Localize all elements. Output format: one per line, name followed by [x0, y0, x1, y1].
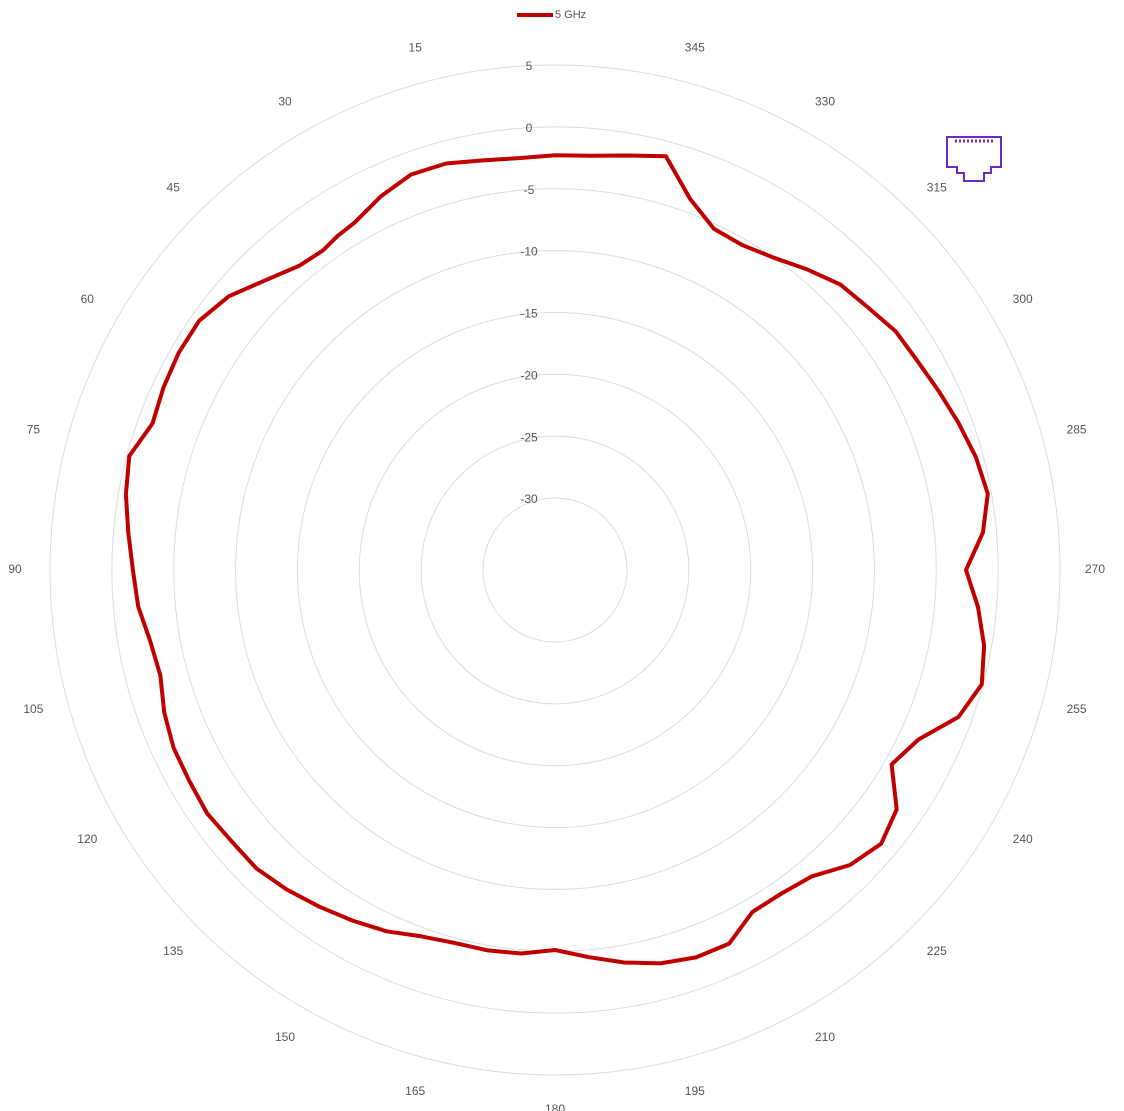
- angle-tick-label: 60: [81, 292, 95, 306]
- angle-tick-label: 225: [927, 944, 947, 958]
- radial-tick-label: -20: [520, 368, 538, 382]
- series-line-5ghz: [123, 153, 990, 966]
- grid-ring: [358, 373, 752, 767]
- angle-tick-label: 75: [27, 422, 41, 436]
- angle-tick-label: 255: [1067, 702, 1087, 716]
- angle-tick-label: 135: [163, 944, 183, 958]
- grid-ring: [49, 64, 1061, 1076]
- grid-ring: [296, 311, 814, 829]
- radial-tick-labels: -30 -25 -20 -15 -10 -5 0 5: [520, 59, 538, 506]
- radial-tick-label: -10: [520, 245, 538, 259]
- angle-tick-label: 90: [8, 562, 22, 576]
- angle-tick-label: 300: [1013, 292, 1033, 306]
- angle-tick-label: 105: [23, 702, 43, 716]
- ethernet-port-icon: [946, 136, 1002, 182]
- grid-ring: [420, 435, 690, 705]
- angle-tick-label: 330: [815, 94, 835, 108]
- angle-tick-label: 45: [167, 180, 181, 194]
- radial-tick-label: -30: [520, 492, 538, 506]
- grid-ring: [111, 126, 999, 1014]
- angle-tick-label: 270: [1085, 562, 1105, 576]
- angle-tick-label: 15: [409, 41, 423, 55]
- ethernet-port-outline: [946, 136, 1002, 182]
- angle-tick-label: 180: [545, 1102, 565, 1111]
- angle-tick-label: 345: [685, 41, 705, 55]
- angle-tick-label: 315: [927, 180, 947, 194]
- radial-tick-label: 0: [526, 121, 533, 135]
- radial-grid: [49, 64, 1061, 1076]
- angle-tick-label: 120: [77, 832, 97, 846]
- series-layer: [123, 153, 990, 966]
- angle-tick-labels: 15 30 45 60 75 90 105 120 135 150 165 180 195 210 225 2…: [8, 41, 1105, 1111]
- angle-tick-label: 30: [278, 94, 292, 108]
- grid-ring: [482, 497, 628, 643]
- angle-tick-label: 285: [1067, 422, 1087, 436]
- radial-tick-label: -5: [524, 183, 535, 197]
- angle-tick-label: 165: [405, 1084, 425, 1098]
- grid-ring: [235, 250, 875, 890]
- legend: 5 GHz: [517, 9, 586, 21]
- radial-tick-label: -15: [520, 307, 538, 321]
- angle-tick-label: 210: [815, 1030, 835, 1044]
- angle-tick-label: 240: [1013, 832, 1033, 846]
- angle-tick-label: 150: [275, 1030, 295, 1044]
- angle-tick-label: 195: [685, 1084, 705, 1098]
- radial-tick-label: 5: [526, 59, 533, 73]
- grid-ring: [173, 188, 937, 952]
- radial-tick-label: -25: [520, 430, 538, 444]
- legend-label-5ghz: 5 GHz: [555, 9, 586, 21]
